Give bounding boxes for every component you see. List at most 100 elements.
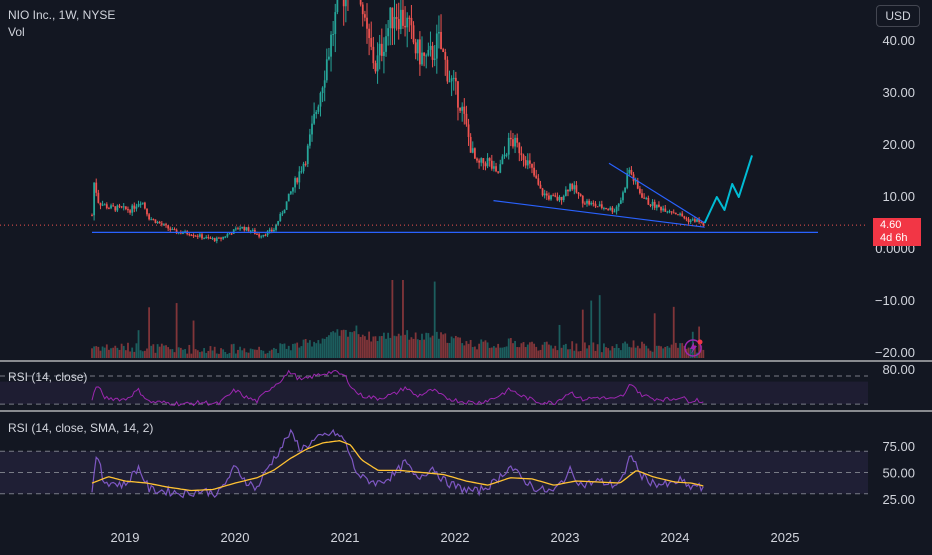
candle-body [188, 234, 191, 236]
candle-body [431, 45, 434, 60]
volume-bar [533, 343, 536, 358]
volume-bar [266, 353, 269, 358]
volume-bar [630, 347, 633, 358]
candle-body [103, 204, 106, 206]
candle-body [215, 237, 218, 241]
volume-bar [672, 306, 675, 358]
volume-bar [361, 334, 364, 358]
volume-bar [205, 352, 208, 358]
price-tick-label: 30.00 [882, 85, 915, 100]
candle-body [146, 208, 148, 215]
time-tick-label: 2020 [221, 530, 250, 545]
volume-bar [463, 345, 466, 358]
volume-bar [112, 347, 115, 358]
volume-bar [198, 352, 201, 358]
candle-body [105, 204, 108, 209]
volume-bar [624, 341, 626, 358]
volume-bar [683, 345, 686, 358]
candle-body [514, 137, 516, 147]
candle-body [442, 49, 445, 52]
volume-bar [283, 343, 286, 358]
volume-bar [262, 350, 265, 358]
candle-body [552, 195, 555, 197]
volume-bar [275, 348, 277, 358]
volume-bar [581, 309, 584, 358]
volume-bar [120, 343, 123, 358]
candle-body [270, 229, 273, 232]
volume-bar [163, 345, 165, 358]
time-tick-label: 2025 [771, 530, 800, 545]
candle-body [469, 137, 472, 153]
candle-body [163, 224, 165, 226]
candle-body [696, 219, 698, 222]
volume-bar [249, 348, 252, 358]
volume-bar [308, 340, 311, 358]
candle-body [342, 0, 345, 7]
candle-body [139, 203, 142, 205]
candle-body [567, 189, 569, 192]
volume-bar [325, 336, 328, 358]
candle-body [615, 206, 618, 212]
candle-body [408, 17, 411, 19]
candle-body [643, 197, 646, 199]
volume-bar [605, 347, 607, 358]
candle-body [268, 229, 271, 232]
currency-button[interactable]: USD [876, 5, 920, 27]
candle-body [545, 193, 548, 196]
lightning-event-icon[interactable] [684, 339, 703, 357]
candle-body [127, 209, 129, 211]
volume-bar [406, 330, 409, 358]
volume-bar [518, 347, 521, 358]
candle-body [122, 206, 125, 208]
volume-bar [131, 347, 134, 358]
volume-bar [179, 347, 182, 358]
candle-body [165, 224, 167, 226]
candle-body [490, 160, 493, 169]
volume-bar [281, 344, 284, 358]
volume-bar [323, 338, 326, 358]
candle-body [421, 52, 423, 65]
candle-body [700, 221, 703, 223]
volume-bar [108, 349, 110, 358]
volume-bar [598, 295, 601, 358]
candle-body [535, 175, 538, 179]
candle-body [564, 189, 567, 196]
volume-bar [177, 347, 180, 358]
volume-bar [501, 347, 504, 358]
volume-bar [399, 335, 402, 358]
volume-bar [658, 345, 660, 358]
volume-bar [628, 346, 631, 358]
volume-bar [378, 336, 381, 358]
volume-bar [435, 331, 438, 358]
candle-body [283, 209, 286, 214]
volume-bar [141, 351, 144, 358]
volume-bar [186, 353, 189, 358]
volume-bar [245, 352, 248, 358]
volume-bar [670, 344, 673, 358]
candle-body [435, 33, 438, 59]
candle-body [182, 233, 184, 235]
volume-bar [222, 349, 225, 358]
last-price-value: 4.60 [880, 219, 902, 231]
candle-body [541, 188, 544, 196]
candle-body [319, 93, 322, 107]
candle-body [649, 204, 652, 206]
volume-bar [677, 347, 679, 358]
candle-body [131, 205, 134, 213]
volume-bar [363, 336, 366, 358]
volume-bar [626, 343, 629, 358]
candle-body [609, 207, 612, 210]
volume-bar [509, 338, 512, 358]
volume-bar [469, 339, 472, 358]
volume-bar [478, 343, 481, 358]
volume-bar [461, 343, 464, 358]
candle-body [641, 193, 643, 198]
volume-bar [167, 347, 170, 358]
volume-bar [344, 329, 347, 358]
volume-bar [95, 346, 98, 358]
candle-body [520, 153, 523, 156]
candle-body [402, 9, 404, 26]
time-tick-label: 2021 [331, 530, 360, 545]
